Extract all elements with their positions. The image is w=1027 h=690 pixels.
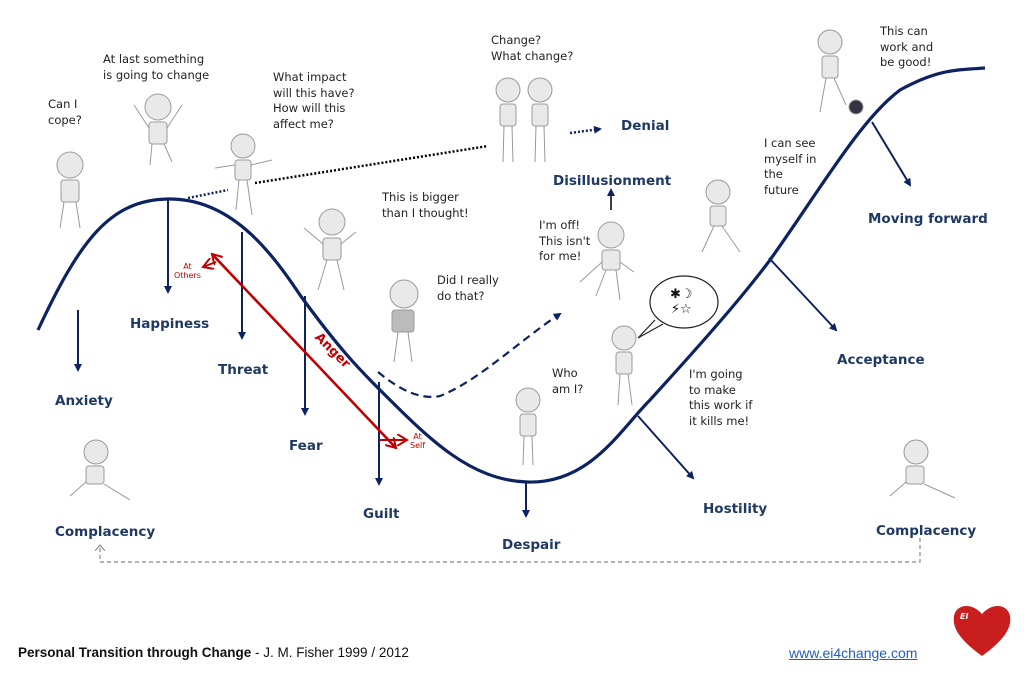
quote-can-work: This can work and be good! [880,24,934,69]
stage-acceptance: Acceptance [837,352,925,368]
speech-bubble [637,275,719,339]
stage-moving-forward: Moving forward [868,211,988,227]
bulb-figure-walking [701,179,741,253]
quote-who-am-i: Who am I? [552,366,584,396]
footer-title: Personal Transition through Change [18,645,252,660]
transition-curve [36,66,986,484]
stage-denial: Denial [621,118,670,134]
stage-despair: Despair [502,537,561,553]
stage-guilt: Guilt [363,506,400,522]
quote-see-myself: I can see myself in the future [764,136,817,197]
footer-caption: Personal Transition through Change - J. … [18,645,409,660]
logo-text: EI [960,612,969,621]
speech-bubble-symbols: ✱☽ ⚡☆ [670,287,693,317]
stage-hostility: Hostility [703,501,768,517]
stage-anxiety: Anxiety [55,393,113,409]
stage-complacency-left: Complacency [55,524,156,540]
quote-going-to-make: I'm going to make this work if it kills … [689,367,753,428]
quote-bigger: This is bigger than I thought! [382,190,469,220]
bulb-figure-who-am-i [515,387,541,466]
bulb-figure-angry [611,325,637,406]
stage-complacency-right: Complacency [876,523,977,539]
bulb-figure-im-off [579,221,635,301]
stage-disillusionment: Disillusionment [553,173,672,189]
quote-change-what: Change? What change? [491,33,574,63]
ei4change-logo [953,605,1011,656]
stage-threat: Threat [218,362,269,378]
bulb-figure-cope [56,151,84,229]
stage-happiness: Happiness [130,316,210,332]
anger-at-self: At Self [410,432,426,450]
bulb-figure-did-i [389,279,419,363]
quote-im-off: I'm off! This isn't for me! [539,218,591,263]
bulb-figure-jump [133,93,183,166]
quote-can-i-cope: Can I cope? [48,97,82,127]
stage-fear: Fear [289,438,323,454]
bulb-figure-sitting-right [889,439,956,499]
bulb-figure-ball [817,29,864,115]
bulb-figure-impact [214,133,273,216]
bulb-figure-denial-1 [495,77,521,163]
quote-did-i: Did I really do that? [437,273,499,303]
anger-at-others: At Others [174,262,201,280]
bulb-figure-sitting-left [69,439,131,501]
website-link[interactable]: www.ei4change.com [789,645,918,661]
quote-what-impact: What impact will this have? How will thi… [273,70,355,131]
quote-at-last: At last something is going to change [103,52,210,82]
bulb-figure-bigger [303,208,357,291]
bulb-figure-denial-2 [527,77,553,163]
footer-attribution: - J. M. Fisher 1999 / 2012 [251,645,409,660]
